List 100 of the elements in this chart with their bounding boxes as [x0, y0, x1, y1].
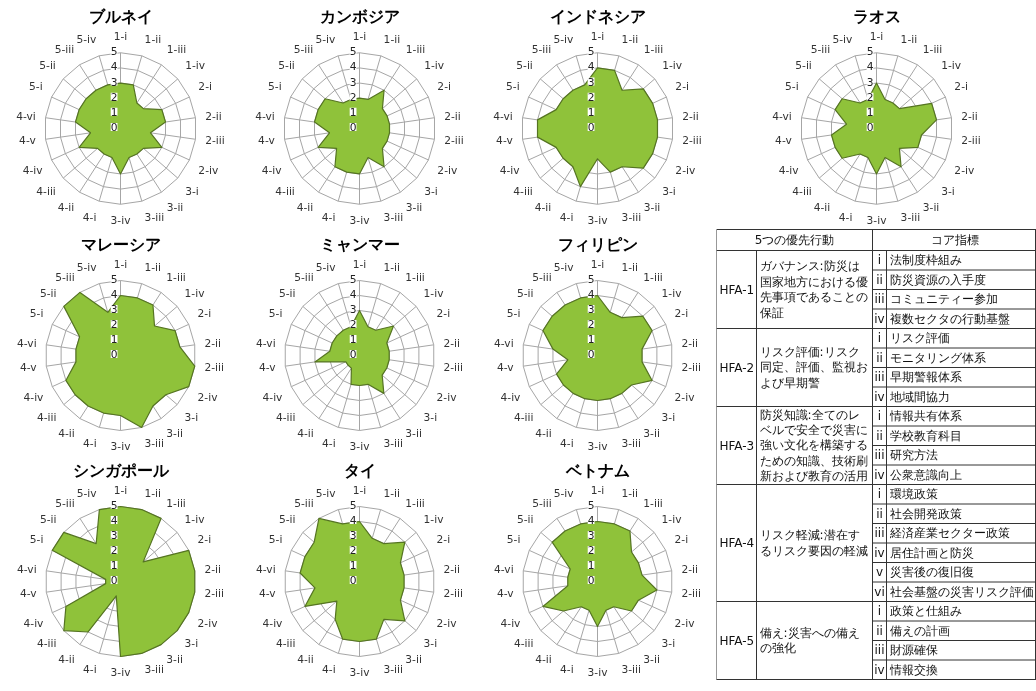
- spoke-label: 3-iv: [349, 214, 370, 228]
- text: iv: [874, 545, 885, 560]
- spoke-label: 1-iv: [661, 287, 682, 300]
- y-tick-label: 1: [110, 105, 118, 119]
- text: iv: [874, 311, 885, 326]
- spoke-label: 3-ii: [643, 426, 660, 440]
- y-tick-label: 0: [110, 348, 118, 361]
- spoke-label: 4-ii: [813, 200, 831, 214]
- y-tick-label: 4: [587, 60, 595, 74]
- y-tick-label: 4: [866, 60, 874, 74]
- spoke-label: 5-iv: [553, 487, 574, 501]
- text: 早期警報体系: [889, 370, 962, 385]
- text: 複数セクタの行動基盤: [889, 311, 1010, 326]
- spoke-label: 4-ii: [58, 652, 75, 666]
- text: vi: [874, 584, 885, 599]
- y-tick-label: 0: [587, 574, 595, 587]
- y-tick-label: 5: [587, 499, 595, 512]
- spoke-label: 4-vi: [17, 562, 37, 576]
- spoke-label: 3-ii: [405, 652, 422, 666]
- spoke-label: 1-ii: [383, 261, 400, 275]
- y-tick-label: 5: [110, 499, 118, 512]
- spoke-label: 4-iii: [275, 184, 295, 198]
- spoke-label: 3-i: [423, 637, 438, 650]
- spoke-label: 4-iv: [262, 390, 283, 404]
- spoke-label: 2-i: [197, 307, 212, 321]
- spoke-label: 4-ii: [297, 426, 314, 440]
- spoke-label: 4-i: [82, 210, 97, 224]
- spoke-label: 2-i: [954, 79, 968, 93]
- spoke-label: 4-v: [775, 134, 792, 148]
- spoke-label: 4-i: [83, 662, 97, 676]
- spoke-label: 4-ii: [534, 200, 552, 214]
- y-tick-label: 0: [587, 120, 595, 134]
- spoke-label: 4-iii: [36, 184, 56, 198]
- y-tick-label: 5: [349, 273, 357, 286]
- chart-title: カンボジア: [319, 6, 400, 26]
- y-tick-label: 3: [587, 529, 595, 542]
- spoke-label: 4-ii: [297, 652, 314, 666]
- spoke-label: 5-i: [506, 79, 520, 93]
- spoke-label: 2-iv: [436, 390, 457, 404]
- y-tick-label: 0: [110, 120, 118, 134]
- spoke-label: 1-ii: [144, 487, 161, 501]
- spoke-label: 2-iii: [682, 134, 702, 148]
- spoke-label: 2-iv: [437, 164, 458, 178]
- spoke-label: 3-iv: [110, 666, 131, 680]
- text: ii: [876, 428, 883, 443]
- text: 備えの計画: [889, 623, 950, 638]
- y-tick-label: 4: [587, 288, 595, 301]
- chart-title: シンガポール: [72, 460, 170, 480]
- spoke-label: 3-iii: [900, 210, 921, 224]
- spoke-label: 1-ii: [144, 33, 162, 47]
- text: iii: [874, 370, 885, 385]
- spoke-label: 5-ii: [516, 59, 533, 73]
- spoke-label: 2-iii: [681, 361, 701, 375]
- spoke-label: 4-i: [322, 662, 336, 676]
- spoke-label: 3-i: [661, 411, 676, 424]
- spoke-label: 1-iv: [184, 287, 205, 300]
- text: i: [877, 253, 882, 268]
- text: 地域間協力: [889, 389, 950, 404]
- text: 防災知識:全てのレベルで安全で災害に強い文化を構築するための知識、技術刷新および教育の活用: [759, 407, 868, 484]
- spoke-label: 5-ii: [795, 59, 812, 73]
- text: 公衆意識向上: [889, 467, 962, 482]
- y-tick-label: 1: [110, 333, 118, 346]
- text: コミュニティー参加: [889, 292, 998, 307]
- spoke-label: 3-ii: [922, 200, 940, 214]
- y-tick-label: 3: [110, 529, 118, 542]
- spoke-label: 1-iii: [643, 271, 663, 285]
- text: ii: [876, 350, 883, 365]
- spoke-label: 2-ii: [205, 109, 222, 123]
- spoke-label: 5-iii: [54, 43, 75, 57]
- y-tick-label: 5: [349, 499, 357, 512]
- text: iv: [874, 389, 885, 404]
- spoke-label: 4-v: [258, 134, 275, 148]
- spoke-label: 5-iii: [293, 43, 314, 57]
- chart-title: タイ: [343, 460, 376, 480]
- spoke-label: 1-iii: [166, 43, 187, 57]
- text: i: [877, 331, 882, 346]
- spoke-label: 1-i: [590, 29, 605, 43]
- spoke-label: 5-i: [506, 533, 521, 547]
- spoke-label: 1-iii: [922, 43, 943, 57]
- spoke-label: 4-iv: [262, 616, 283, 630]
- spoke-label: 2-ii: [443, 562, 460, 576]
- spoke-label: 1-i: [590, 257, 605, 271]
- spoke-label: 2-iv: [674, 390, 695, 404]
- spoke-label: 1-iii: [643, 497, 663, 511]
- y-tick-label: 5: [866, 45, 874, 59]
- chart-title: ラオス: [852, 6, 901, 26]
- y-tick-label: 2: [349, 318, 357, 331]
- spoke-label: 3-iv: [110, 214, 131, 228]
- text: 災害後の復旧復: [889, 565, 974, 580]
- spoke-label: 4-vi: [256, 562, 276, 576]
- spoke-label: 3-i: [662, 184, 676, 198]
- text: v: [875, 565, 884, 580]
- spoke-label: 4-i: [559, 210, 574, 224]
- chart-title: マレーシア: [80, 234, 161, 254]
- y-tick-label: 3: [587, 75, 595, 89]
- category-label: 5つの優先行動: [754, 232, 835, 247]
- chart-title: フィリピン: [557, 234, 638, 254]
- spoke-label: 5-ii: [278, 513, 296, 526]
- y-tick-label: 2: [587, 90, 595, 104]
- spoke-label: 1-iv: [184, 513, 205, 526]
